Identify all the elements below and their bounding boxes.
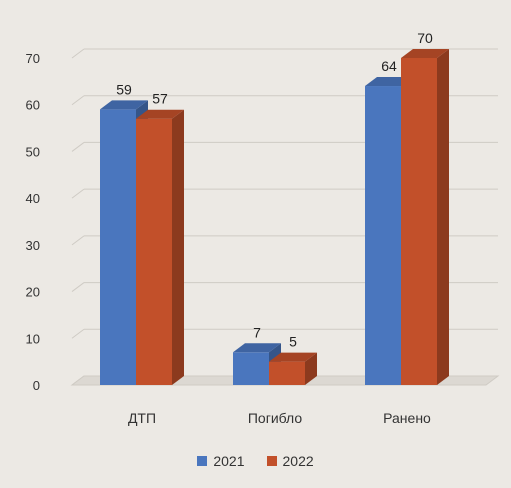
x-tick-label: Ранено <box>383 410 431 426</box>
gridline-wall <box>71 328 85 339</box>
data-label: 70 <box>417 30 433 46</box>
bar-front <box>136 118 172 385</box>
bar-top <box>100 100 148 110</box>
legend-item-2022: 2022 <box>266 453 314 469</box>
x-tick-label: Погибло <box>248 410 302 426</box>
data-label: 64 <box>381 58 397 74</box>
bar-side <box>172 109 184 385</box>
bar-front <box>269 361 305 385</box>
y-tick-label: 0 <box>33 378 40 393</box>
bar-2021-1 <box>233 343 281 385</box>
bar-2022-2 <box>401 49 449 385</box>
legend: 2021 2022 <box>0 453 511 469</box>
bar-2022-0 <box>136 109 184 385</box>
bar-top <box>269 352 317 362</box>
bar-front <box>365 86 401 386</box>
y-tick-label: 50 <box>26 144 40 159</box>
bar-2022-1 <box>269 352 317 385</box>
gridline-wall <box>71 48 85 59</box>
gridline-wall <box>71 142 85 152</box>
bar-front <box>233 352 269 385</box>
y-tick-label: 20 <box>26 285 40 300</box>
x-axis-ticks: ДТП Погибло Ранено <box>128 410 431 426</box>
y-axis-ticks: 0 10 20 30 40 50 60 70 <box>26 51 40 393</box>
y-tick-label: 70 <box>26 51 40 66</box>
legend-swatch-2022 <box>266 456 277 466</box>
bar-side <box>437 49 449 385</box>
gridline-wall <box>71 235 85 246</box>
data-label: 57 <box>152 91 168 107</box>
legend-swatch-2021 <box>197 456 208 466</box>
legend-item-2021: 2021 <box>197 453 245 469</box>
gridline-wall <box>71 188 85 199</box>
bar-front <box>100 109 136 385</box>
legend-label-2022: 2022 <box>282 453 314 469</box>
x-tick-label: ДТП <box>128 410 156 426</box>
y-tick-label: 30 <box>26 238 40 253</box>
bar-top <box>136 109 184 119</box>
bar-top <box>233 343 281 353</box>
data-label: 5 <box>289 334 297 350</box>
bar-side <box>305 352 317 385</box>
data-label: 7 <box>253 324 261 340</box>
gridline-wall <box>71 95 85 106</box>
data-labels: 59 57 7 5 64 70 <box>116 30 433 350</box>
bar-top <box>401 49 449 58</box>
bars <box>100 49 449 386</box>
y-tick-label: 40 <box>26 191 40 206</box>
y-tick-label: 60 <box>26 98 40 113</box>
y-tick-label: 10 <box>26 331 40 346</box>
bar-front <box>401 58 437 385</box>
legend-label-2021: 2021 <box>213 453 245 469</box>
gridline-wall <box>71 282 85 292</box>
data-label: 59 <box>116 81 132 97</box>
